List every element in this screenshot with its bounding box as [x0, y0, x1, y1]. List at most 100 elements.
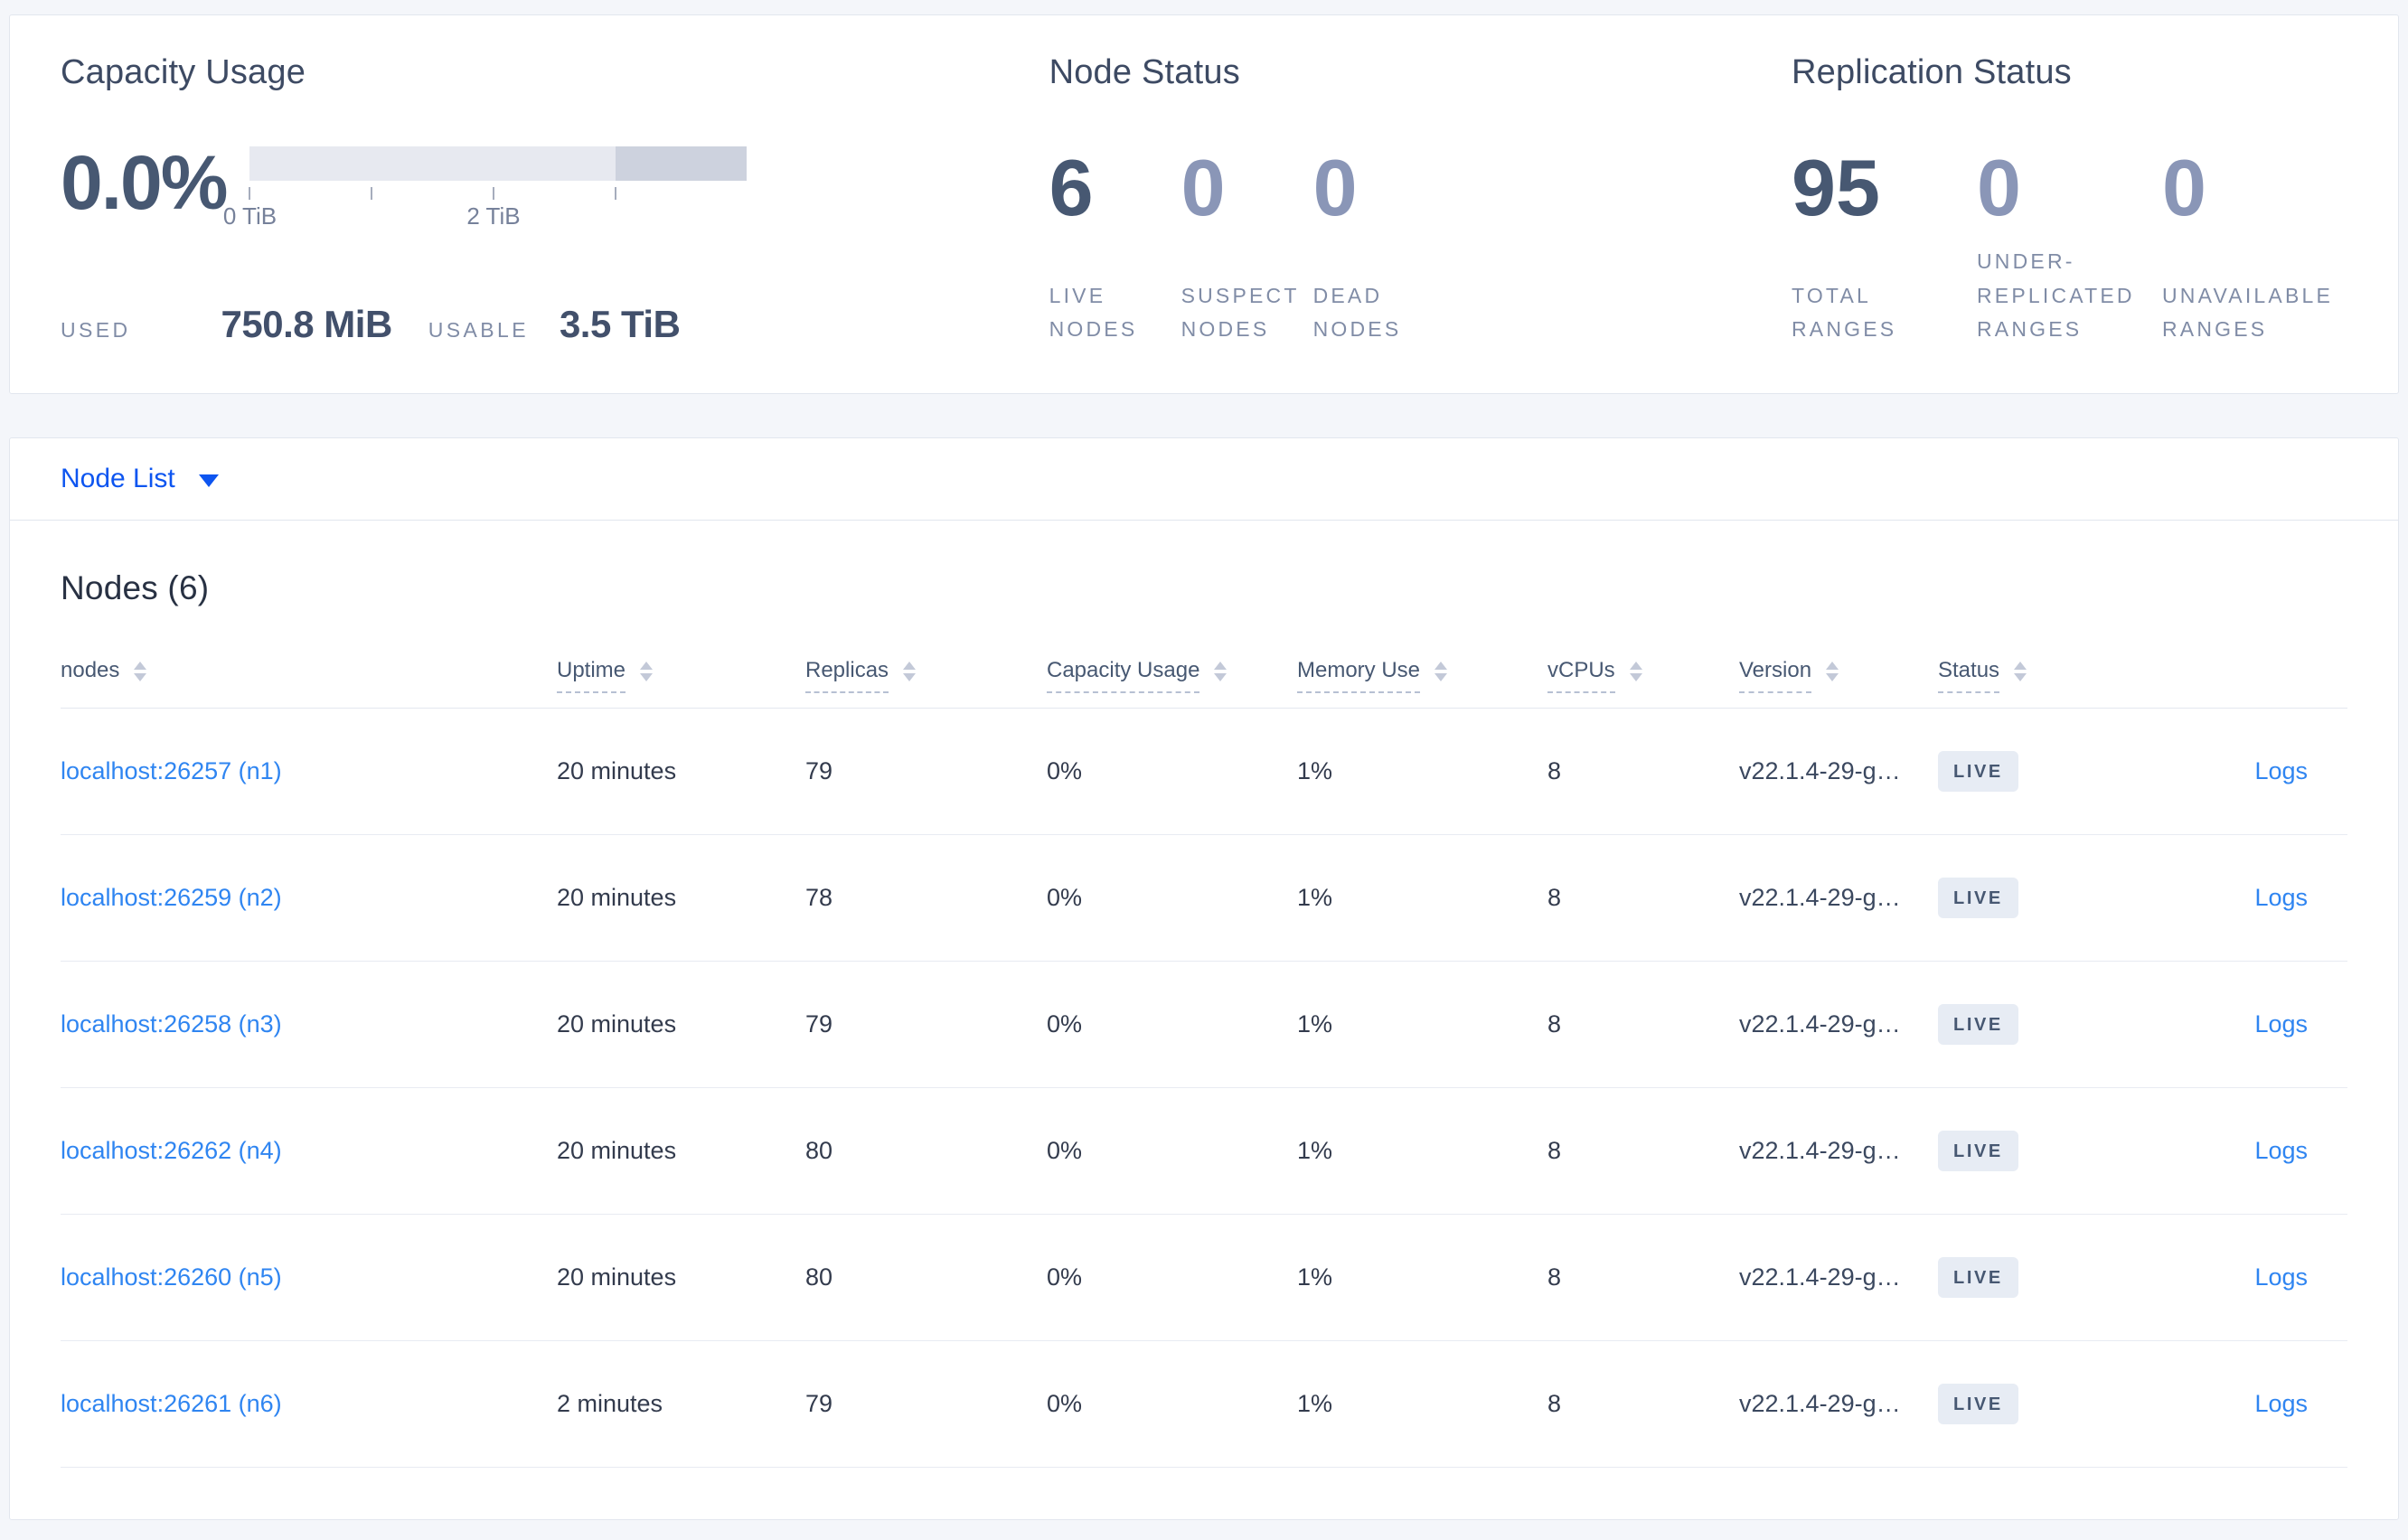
status-badge: LIVE: [1938, 1131, 2018, 1171]
logs-link[interactable]: Logs: [2254, 1390, 2308, 1417]
capacity-usage-chart: 0.0% 0 TiB 2 TiB: [61, 140, 1049, 231]
column-header-version[interactable]: Version: [1739, 658, 1938, 693]
table-row: localhost:26257 (n1) 20 minutes 79 0% 1%…: [61, 709, 2347, 835]
dead-nodes-label: DEAD NODES: [1312, 283, 1402, 341]
status-badge: LIVE: [1938, 1004, 2018, 1045]
replicas-cell: 80: [805, 1137, 833, 1164]
under-replicated-ranges-label: UNDER-REPLICATED RANGES: [1977, 249, 2135, 341]
used-value: 750.8 MiB: [221, 303, 393, 345]
memory-cell: 1%: [1297, 1010, 1333, 1038]
vcpus-cell: 8: [1547, 1390, 1562, 1417]
vcpus-cell: 8: [1547, 757, 1562, 784]
logs-link[interactable]: Logs: [2254, 884, 2308, 911]
suspect-nodes-stat: 0 SUSPECT NODES: [1181, 148, 1313, 346]
sort-icon: [1434, 662, 1448, 681]
table-row: localhost:26262 (n4) 20 minutes 80 0% 1%…: [61, 1088, 2347, 1215]
capacity-cell: 0%: [1047, 884, 1083, 911]
status-badge: LIVE: [1938, 878, 2018, 918]
node-status-section: Node Status 6 LIVE NODES 0 SUSPECT NODES…: [1049, 53, 1792, 346]
node-link[interactable]: localhost:26262 (n4): [61, 1137, 282, 1164]
node-link[interactable]: localhost:26257 (n1): [61, 757, 282, 784]
column-header-memory-use[interactable]: Memory Use: [1297, 658, 1547, 693]
version-cell: v22.1.4-29-g…: [1739, 1010, 1901, 1038]
node-link[interactable]: localhost:26259 (n2): [61, 884, 282, 911]
table-row: localhost:26261 (n6) 2 minutes 79 0% 1% …: [61, 1341, 2347, 1468]
node-status-stats: 6 LIVE NODES 0 SUSPECT NODES 0 DEAD NODE…: [1049, 148, 1792, 346]
capacity-cell: 0%: [1047, 1390, 1083, 1417]
memory-cell: 1%: [1297, 884, 1333, 911]
table-row: localhost:26259 (n2) 20 minutes 78 0% 1%…: [61, 835, 2347, 962]
logs-link[interactable]: Logs: [2254, 1263, 2308, 1291]
uptime-cell: 2 minutes: [557, 1390, 663, 1417]
table-row: localhost:26260 (n5) 20 minutes 80 0% 1%…: [61, 1215, 2347, 1341]
axis-tick: [249, 187, 251, 200]
dead-nodes-value: 0: [1312, 143, 1358, 232]
vcpus-cell: 8: [1547, 884, 1562, 911]
usable-label: USABLE: [428, 318, 529, 342]
unavailable-ranges-stat: 0 UNAVAILABLE RANGES: [2162, 148, 2347, 346]
axis-tick-label: 2 TiB: [466, 202, 521, 230]
unavailable-ranges-label: UNAVAILABLE RANGES: [2162, 283, 2334, 341]
axis-tick: [614, 187, 616, 200]
version-cell: v22.1.4-29-g…: [1739, 1390, 1901, 1417]
dead-nodes-stat: 0 DEAD NODES: [1313, 148, 1445, 346]
capacity-used-percent: 0.0%: [61, 140, 228, 225]
column-header-logs: [2134, 658, 2347, 693]
column-header-nodes[interactable]: nodes: [61, 658, 557, 693]
unavailable-ranges-value: 0: [2162, 143, 2206, 232]
nodes-table-header: nodes Uptime Replicas Capacity Usage: [61, 658, 2347, 709]
suspect-nodes-value: 0: [1180, 143, 1226, 232]
replicas-cell: 79: [805, 1010, 833, 1038]
node-link[interactable]: localhost:26261 (n6): [61, 1390, 282, 1417]
uptime-cell: 20 minutes: [557, 1137, 677, 1164]
nodes-table-area: Nodes (6) nodes Uptime Replicas: [10, 569, 2398, 1504]
uptime-cell: 20 minutes: [557, 884, 677, 911]
capacity-cell: 0%: [1047, 1263, 1083, 1291]
sort-icon: [1826, 662, 1839, 681]
capacity-axis-ticks: [249, 181, 747, 202]
node-list-dropdown-label: Node List: [61, 464, 175, 493]
node-link[interactable]: localhost:26260 (n5): [61, 1263, 282, 1291]
logs-link[interactable]: Logs: [2254, 757, 2308, 784]
node-status-title: Node Status: [1049, 53, 1240, 91]
column-header-replicas[interactable]: Replicas: [805, 658, 1047, 693]
usable-value: 3.5 TiB: [559, 303, 681, 345]
column-header-uptime[interactable]: Uptime: [557, 658, 805, 693]
capacity-axis-labels: 0 TiB 2 TiB: [223, 202, 747, 231]
logs-link[interactable]: Logs: [2254, 1010, 2308, 1038]
memory-cell: 1%: [1297, 1263, 1333, 1291]
version-cell: v22.1.4-29-g…: [1739, 757, 1901, 784]
table-row: localhost:26258 (n3) 20 minutes 79 0% 1%…: [61, 962, 2347, 1088]
sort-icon: [640, 662, 654, 681]
replicas-cell: 78: [805, 884, 833, 911]
cluster-summary-card: Capacity Usage 0.0% 0 TiB 2 TiB: [9, 14, 2399, 394]
node-list-dropdown[interactable]: Node List: [61, 464, 219, 494]
vcpus-cell: 8: [1547, 1137, 1562, 1164]
capacity-cell: 0%: [1047, 757, 1083, 784]
column-header-status[interactable]: Status: [1938, 658, 2134, 693]
capacity-used-usable-row: USED 750.8 MiB USABLE 3.5 TiB: [61, 303, 1049, 346]
status-badge: LIVE: [1938, 751, 2018, 792]
capacity-bar: 0 TiB 2 TiB: [223, 146, 748, 231]
replication-status-section: Replication Status 95 TOTAL RANGES 0 UND…: [1792, 53, 2347, 346]
nodes-table: nodes Uptime Replicas Capacity Usage: [61, 658, 2347, 1468]
axis-tick: [371, 187, 373, 200]
vcpus-cell: 8: [1547, 1263, 1562, 1291]
total-ranges-stat: 95 TOTAL RANGES: [1792, 148, 1977, 346]
column-header-capacity-usage[interactable]: Capacity Usage: [1047, 658, 1297, 693]
node-link[interactable]: localhost:26258 (n3): [61, 1010, 282, 1038]
sort-icon: [903, 662, 917, 681]
uptime-cell: 20 minutes: [557, 1010, 677, 1038]
sort-icon: [1629, 662, 1642, 681]
replicas-cell: 79: [805, 757, 833, 784]
capacity-cell: 0%: [1047, 1137, 1083, 1164]
logs-link[interactable]: Logs: [2254, 1137, 2308, 1164]
live-nodes-value: 6: [1049, 143, 1094, 232]
memory-cell: 1%: [1297, 1390, 1333, 1417]
replicas-cell: 79: [805, 1390, 833, 1417]
column-header-vcpus[interactable]: vCPUs: [1547, 658, 1739, 693]
capacity-bar-track: [249, 146, 748, 181]
nodes-table-title: Nodes (6): [61, 569, 210, 606]
replication-stats: 95 TOTAL RANGES 0 UNDER-REPLICATED RANGE…: [1792, 148, 2347, 346]
